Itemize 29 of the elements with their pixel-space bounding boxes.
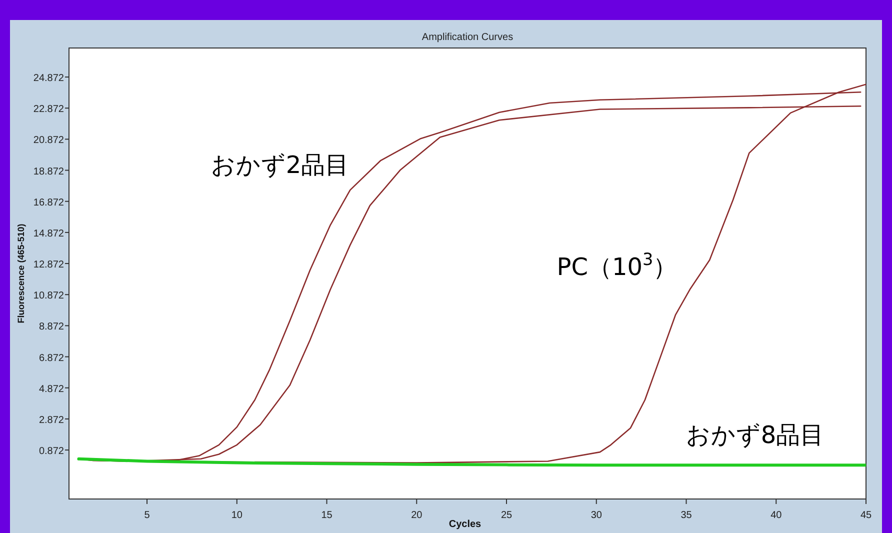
y-axis-title: Fluorescence (465-510) (16, 224, 26, 324)
y-tick-label: 4.872 (38, 384, 64, 395)
annotation: おかず8品目 (686, 421, 824, 449)
annotation: おかず2品目 (210, 151, 350, 179)
y-tick-label: 0.872 (38, 446, 64, 458)
annotation: PC（10$^{3}$） (556, 249, 678, 281)
x-tick-label: 15 (321, 510, 333, 521)
y-tick-label: 2.872 (38, 414, 64, 426)
y-tick-label: 16.872 (33, 197, 64, 208)
x-axis-title: Cycles (448, 519, 482, 530)
y-tick-label: 14.872 (33, 228, 64, 240)
x-tick-label: 30 (590, 510, 602, 521)
y-tick-label: 10.872 (33, 290, 64, 302)
x-tick-label: 40 (770, 510, 782, 521)
x-tick-label: 25 (500, 510, 513, 521)
chart-title: Amplification Curves (422, 32, 514, 43)
y-tick-label: 22.872 (33, 104, 64, 116)
x-tick-label: 35 (680, 510, 692, 521)
y-tick-label: 20.872 (33, 135, 64, 146)
y-tick-label: 24.872 (33, 73, 64, 84)
x-tick-label: 5 (144, 510, 150, 521)
x-tick-label: 45 (860, 510, 872, 521)
y-tick-label: 18.872 (33, 166, 64, 178)
y-tick-label: 12.872 (33, 260, 64, 271)
line-series (77, 457, 866, 467)
y-tick-label: 6.872 (38, 352, 64, 364)
x-tick-label: 20 (411, 510, 423, 521)
x-tick-label: 10 (231, 510, 243, 521)
y-tick-label: 8.872 (38, 322, 64, 333)
